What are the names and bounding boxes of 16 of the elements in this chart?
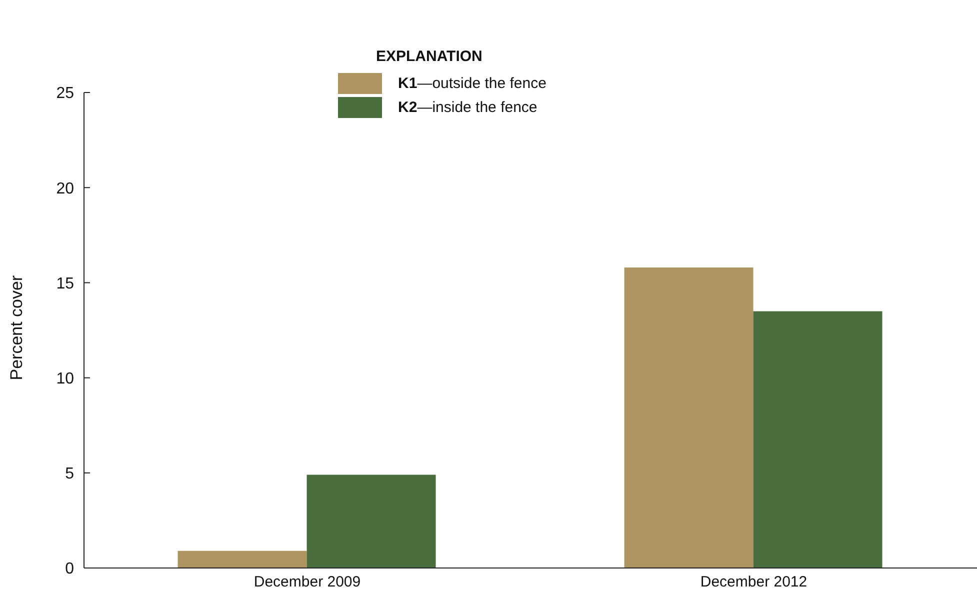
y-tick-label: 5: [65, 466, 74, 483]
y-tick-label: 0: [65, 560, 74, 578]
x-tick-label: December 2009: [254, 574, 361, 591]
y-tick-label: 25: [56, 85, 74, 102]
bar: [178, 550, 307, 568]
bar: [624, 267, 754, 568]
bar: [306, 474, 436, 568]
bar: [753, 311, 882, 568]
y-tick-label: 10: [56, 370, 74, 388]
x-tick-label: December 2012: [700, 574, 808, 591]
y-tick-label: 15: [56, 275, 74, 292]
legend-label: K2—inside the fence: [398, 98, 538, 116]
y-axis-title: Percent cover: [7, 275, 26, 380]
legend-title: EXPLANATION: [376, 48, 484, 65]
legend-label: K1—outside the fence: [398, 74, 546, 92]
y-tick-label: 20: [56, 180, 74, 198]
